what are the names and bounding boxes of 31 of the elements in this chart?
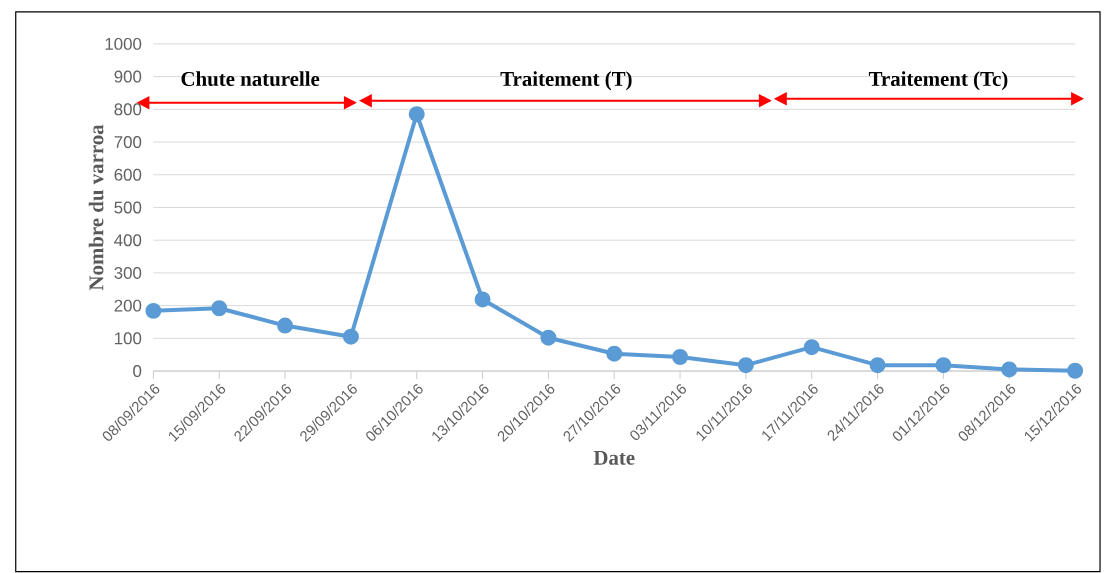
point <box>408 106 425 123</box>
point <box>737 357 754 374</box>
point <box>277 317 294 334</box>
y-axis-title: Nombre du varroa <box>88 124 104 291</box>
x-axis-title: Date <box>593 451 635 466</box>
point <box>803 339 820 356</box>
y-tick-label: 0 <box>133 365 142 378</box>
annotation: Traitement (Tc) <box>868 71 1008 91</box>
point <box>211 300 228 317</box>
y-tick-label: 600 <box>114 168 142 181</box>
point <box>869 357 886 374</box>
y-tick-label: 400 <box>114 234 142 247</box>
y-tick-label: 800 <box>114 103 142 116</box>
point <box>672 349 689 366</box>
point <box>1067 362 1084 379</box>
y-tick-label: 100 <box>115 332 142 345</box>
y-tick-label: 200 <box>114 299 142 312</box>
point <box>342 328 359 345</box>
y-tick-label: 900 <box>114 70 142 83</box>
annotation: Chute naturelle <box>181 71 320 87</box>
point <box>606 345 623 362</box>
y-tick-label: 700 <box>114 136 142 149</box>
y-tick-label: 300 <box>114 267 142 280</box>
y-tick-label: 1000 <box>105 38 142 51</box>
point <box>540 329 557 346</box>
point <box>935 357 952 374</box>
point <box>474 291 491 308</box>
point <box>145 303 162 320</box>
point <box>1001 361 1018 378</box>
y-tick-label: 500 <box>114 201 142 214</box>
annotation: Traitement (T) <box>500 71 632 91</box>
